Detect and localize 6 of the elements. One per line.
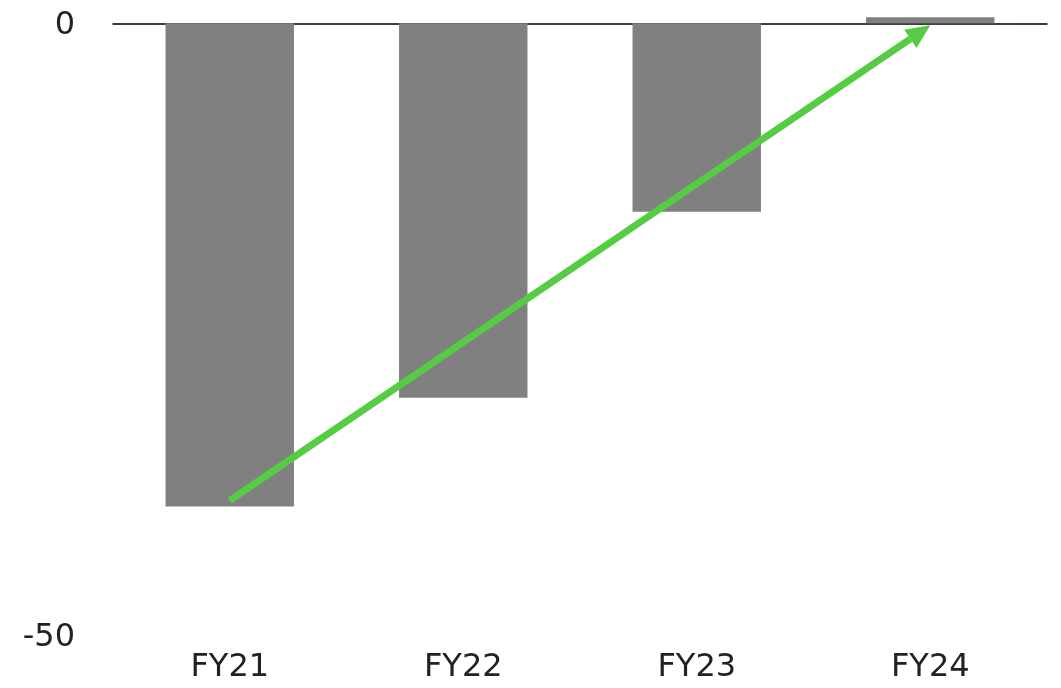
x-tick-label: FY22 <box>423 646 503 684</box>
x-tick-label: FY23 <box>657 646 737 684</box>
x-tick-label: FY24 <box>890 646 970 684</box>
y-tick-label: 0 <box>54 4 75 43</box>
x-tick-label: FY21 <box>190 646 270 684</box>
y-tick-label: -50 <box>22 616 75 654</box>
